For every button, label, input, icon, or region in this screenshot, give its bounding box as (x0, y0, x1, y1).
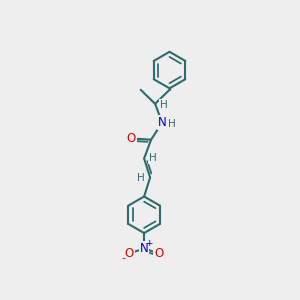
Text: O: O (154, 247, 164, 260)
Text: -: - (122, 254, 125, 263)
Text: H: H (168, 119, 176, 129)
Text: H: H (149, 154, 157, 164)
Text: N: N (140, 242, 148, 255)
Text: H: H (137, 172, 145, 182)
Text: +: + (146, 239, 153, 248)
Text: O: O (127, 132, 136, 145)
Text: H: H (160, 100, 168, 110)
Text: O: O (125, 247, 134, 260)
Text: N: N (158, 116, 167, 129)
